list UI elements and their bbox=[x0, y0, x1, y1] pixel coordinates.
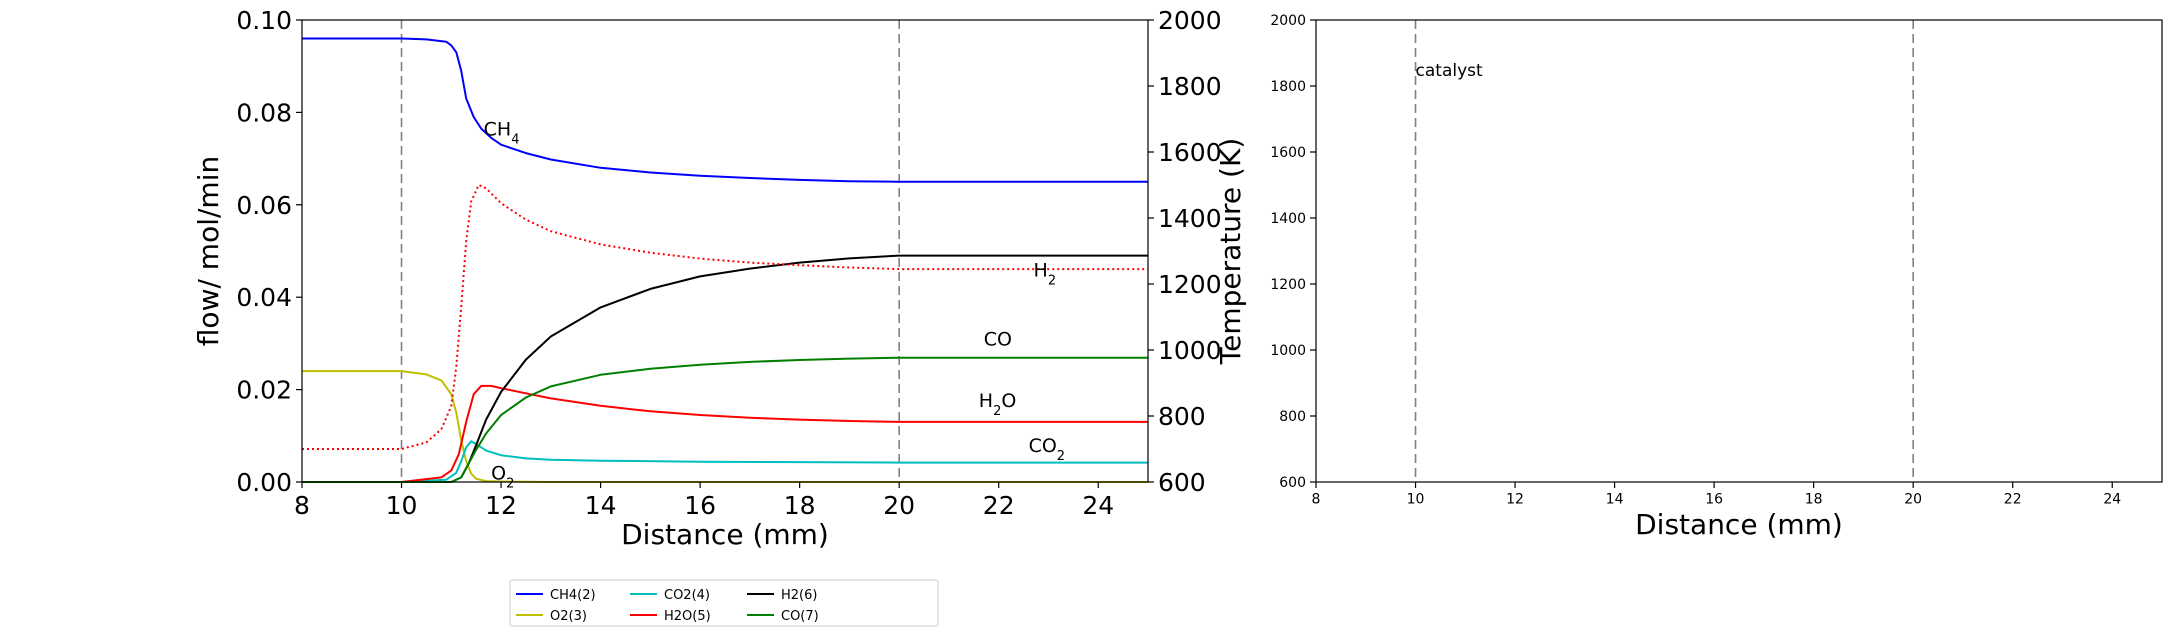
legend: CH4(2) O2(3) CO2(4) H2O(5) H2(6) CO(7) bbox=[509, 579, 939, 627]
y2-tick-label: 800 bbox=[1158, 402, 1206, 431]
annotation-label: O2 bbox=[491, 463, 514, 492]
y-tick-label: 0.06 bbox=[236, 191, 292, 220]
y-tick-label: 0.02 bbox=[236, 376, 292, 405]
y-tick-label: 600 bbox=[1279, 475, 1306, 491]
annotation-label: H2 bbox=[1034, 259, 1057, 288]
legend-label: CH4(2) bbox=[550, 588, 596, 603]
legend-item: H2(6) bbox=[747, 588, 817, 603]
y2-tick-label: 1600 bbox=[1158, 138, 1222, 167]
x-tick-label: 18 bbox=[784, 491, 816, 520]
y2-tick-label: 600 bbox=[1158, 468, 1206, 497]
y-tick-label: 800 bbox=[1279, 409, 1306, 425]
series-line-co-7- bbox=[302, 356, 1148, 483]
x-tick-label: 16 bbox=[684, 491, 716, 520]
annotation-label: H2O bbox=[979, 390, 1017, 419]
x-tick-label: 22 bbox=[2004, 491, 2022, 507]
legend-label: H2(6) bbox=[781, 588, 817, 603]
y-axis-label: flow/ mol/min bbox=[192, 156, 225, 346]
y2-axis-label: Temperature (K) bbox=[1214, 138, 1247, 365]
legend-item: H2O(5) bbox=[630, 609, 711, 624]
series-line-h2-6- bbox=[302, 254, 1148, 483]
legend-item: CO(7) bbox=[747, 609, 819, 624]
y2-tick-label: 1000 bbox=[1158, 336, 1222, 365]
x-tick-label: 14 bbox=[1606, 491, 1624, 507]
annotation-label: CO bbox=[984, 329, 1012, 351]
y2-tick-label: 1400 bbox=[1158, 204, 1222, 233]
y-tick-label: 0.08 bbox=[236, 98, 292, 127]
series-line-ch4-2- bbox=[302, 37, 1148, 183]
y-tick-label: 1600 bbox=[1270, 145, 1306, 161]
x-tick-label: 12 bbox=[485, 491, 517, 520]
plot-frame bbox=[301, 19, 1149, 483]
series-line-temperature bbox=[302, 184, 1148, 450]
series-line-h2o-5- bbox=[302, 384, 1148, 483]
legend-label: H2O(5) bbox=[664, 609, 711, 624]
x-tick-label: 8 bbox=[294, 491, 310, 520]
plot-frame bbox=[1315, 19, 2163, 483]
legend-item: CH4(2) bbox=[516, 588, 596, 603]
legend-label: CO(7) bbox=[781, 609, 819, 624]
x-tick-label: 12 bbox=[1506, 491, 1524, 507]
x-tick-label: 18 bbox=[1805, 491, 1823, 507]
y2-tick-label: 1800 bbox=[1158, 72, 1222, 101]
y-tick-label: 1800 bbox=[1270, 79, 1306, 95]
x-tick-label: 20 bbox=[883, 491, 915, 520]
series-line-co2-4- bbox=[302, 440, 1148, 483]
y-tick-label: 2000 bbox=[1270, 13, 1306, 29]
x-axis-label: Distance (mm) bbox=[1635, 508, 1843, 541]
x-tick-label: 20 bbox=[1904, 491, 1922, 507]
y-tick-label: 0.10 bbox=[236, 6, 292, 35]
x-tick-label: 10 bbox=[1407, 491, 1425, 507]
chart-panel-2: 8 10 12 14 16 18 20 22 24 600 800 1000 1200 1400 1600 1… bbox=[1270, 13, 2163, 541]
chart-panel-1: 8 10 12 14 16 18 20 22 24 0.00 0.02 0.04 0.06 0.08 0.1… bbox=[192, 6, 1247, 551]
legend-label: CO2(4) bbox=[664, 588, 710, 603]
annotation-label: catalyst bbox=[1416, 61, 1483, 81]
x-axis-label: Distance (mm) bbox=[621, 518, 829, 551]
x-tick-label: 14 bbox=[585, 491, 617, 520]
x-tick-label: 16 bbox=[1705, 491, 1723, 507]
y-tick-label: 0.04 bbox=[236, 283, 292, 312]
y2-tick-label: 2000 bbox=[1158, 6, 1222, 35]
legend-item: O2(3) bbox=[516, 609, 587, 624]
y-tick-label: 1000 bbox=[1270, 343, 1306, 359]
y-tick-label: 0.00 bbox=[236, 468, 292, 497]
x-tick-label: 24 bbox=[1082, 491, 1114, 520]
legend-item: CO2(4) bbox=[630, 588, 710, 603]
legend-frame bbox=[509, 579, 939, 627]
series-line-o2-3- bbox=[302, 370, 1148, 483]
x-tick-label: 10 bbox=[386, 491, 418, 520]
x-tick-label: 24 bbox=[2103, 491, 2121, 507]
annotation-label: CH4 bbox=[484, 119, 520, 148]
y-tick-label: 1400 bbox=[1270, 211, 1306, 227]
legend-label: O2(3) bbox=[550, 609, 587, 624]
y-tick-label: 1200 bbox=[1270, 277, 1306, 293]
x-tick-label: 8 bbox=[1312, 491, 1321, 507]
annotation-label: CO2 bbox=[1029, 435, 1066, 464]
x-tick-label: 22 bbox=[983, 491, 1015, 520]
y2-tick-label: 1200 bbox=[1158, 270, 1222, 299]
